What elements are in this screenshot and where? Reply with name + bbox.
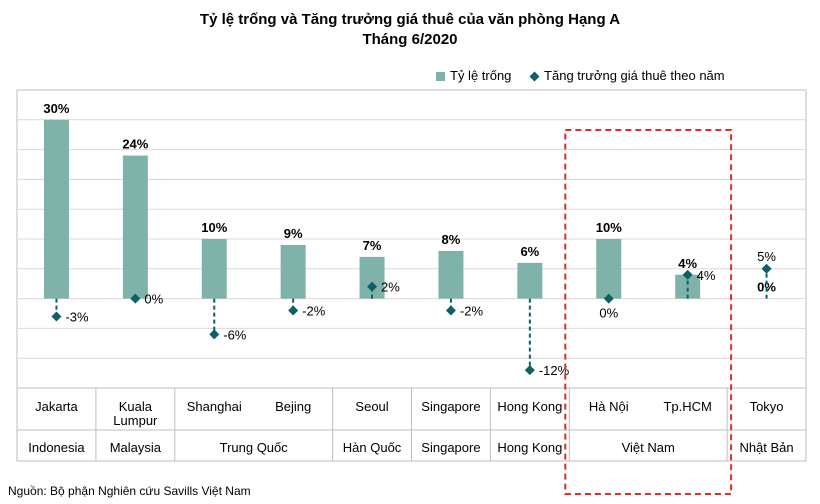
- group-label: Indonesia: [28, 440, 85, 455]
- vacancy-bar: [43, 119, 69, 299]
- vacancy-data-label: 24%: [122, 137, 148, 152]
- group-label: Malaysia: [110, 440, 162, 455]
- rent-growth-data-label: 2%: [381, 280, 400, 295]
- category-label: Tp.HCM: [663, 399, 711, 414]
- vacancy-bar: [122, 155, 148, 299]
- category-label: Hà Nội: [589, 399, 629, 414]
- category-label: Tokyo: [750, 399, 784, 414]
- group-label: Hong Kong: [497, 440, 562, 455]
- rent-growth-point: [209, 329, 220, 340]
- rent-growth-data-label: 0%: [144, 292, 163, 307]
- rent-growth-data-label: -3%: [65, 309, 89, 324]
- rent-growth-point: [288, 305, 299, 316]
- category-label: Singapore: [421, 399, 480, 414]
- rent-growth-point: [603, 293, 614, 304]
- rent-growth-data-label: 5%: [757, 249, 776, 264]
- vacancy-bar: [596, 239, 622, 299]
- category-label: Jakarta: [35, 399, 78, 414]
- legend-item-rent-growth: Tăng trưởng giá thuê theo năm: [529, 68, 725, 83]
- rent-growth-point: [51, 311, 62, 322]
- vacancy-data-label: 0%: [757, 280, 776, 295]
- source-note: Nguồn: Bộ phận Nghiên cứu Savills Việt N…: [8, 484, 251, 498]
- category-label: Kuala: [119, 399, 153, 414]
- group-label: Singapore: [421, 440, 480, 455]
- vacancy-data-label: 10%: [201, 220, 227, 235]
- legend-bar-swatch: [436, 72, 445, 82]
- group-label: Nhật Bản: [739, 440, 793, 455]
- vacancy-bar: [517, 262, 543, 299]
- rent-growth-point: [367, 281, 378, 292]
- vacancy-data-label: 30%: [43, 101, 69, 116]
- rent-growth-point: [682, 269, 693, 280]
- vacancy-bar: [280, 244, 306, 299]
- rent-growth-point: [130, 293, 141, 304]
- rent-growth-point: [761, 263, 772, 274]
- vacancy-bar: [675, 274, 701, 299]
- rent-growth-data-label: 4%: [697, 268, 716, 283]
- group-label: Trung Quốc: [220, 440, 289, 455]
- rent-growth-data-label: -2%: [460, 304, 484, 319]
- rent-growth-data-label: -12%: [539, 363, 570, 378]
- chart-title: Tỷ lệ trống và Tăng trưởng giá thuê của …: [199, 11, 621, 28]
- vacancy-data-label: 7%: [363, 238, 382, 253]
- rent-growth-point: [445, 305, 456, 316]
- rent-growth-data-label: -2%: [302, 304, 326, 319]
- vacancy-data-label: 8%: [442, 232, 461, 247]
- vacancy-bar: [438, 250, 464, 299]
- category-label: Hong Kong: [497, 399, 562, 414]
- category-label: Shanghai: [187, 399, 242, 414]
- rent-growth-point: [524, 365, 535, 376]
- category-label: Seoul: [355, 399, 388, 414]
- chart-subtitle: Tháng 6/2020: [362, 31, 458, 48]
- group-label: Việt Nam: [622, 440, 675, 455]
- group-label: Hàn Quốc: [343, 440, 402, 455]
- vacancy-data-label: 9%: [284, 226, 303, 241]
- category-label: Bejing: [275, 399, 311, 414]
- legend-label-vacancy: Tỷ lệ trống: [450, 68, 512, 84]
- rent-growth-data-label: 0%: [599, 306, 618, 321]
- highlight-box: [564, 129, 733, 495]
- legend-label-rent-growth: Tăng trưởng giá thuê theo năm: [544, 68, 725, 84]
- legend: Tỷ lệ trống Tăng trưởng giá thuê theo nă…: [436, 67, 739, 83]
- chart-title-block: Tỷ lệ trống và Tăng trưởng giá thuê của …: [0, 10, 820, 50]
- rent-growth-data-label: -6%: [223, 327, 247, 342]
- vacancy-data-label: 6%: [520, 244, 539, 259]
- vacancy-data-label: 10%: [596, 220, 622, 235]
- vacancy-bar: [201, 239, 227, 299]
- category-label: Lumpur: [113, 413, 158, 428]
- legend-item-vacancy: Tỷ lệ trống: [436, 68, 511, 83]
- vacancy-data-label: 4%: [678, 256, 697, 271]
